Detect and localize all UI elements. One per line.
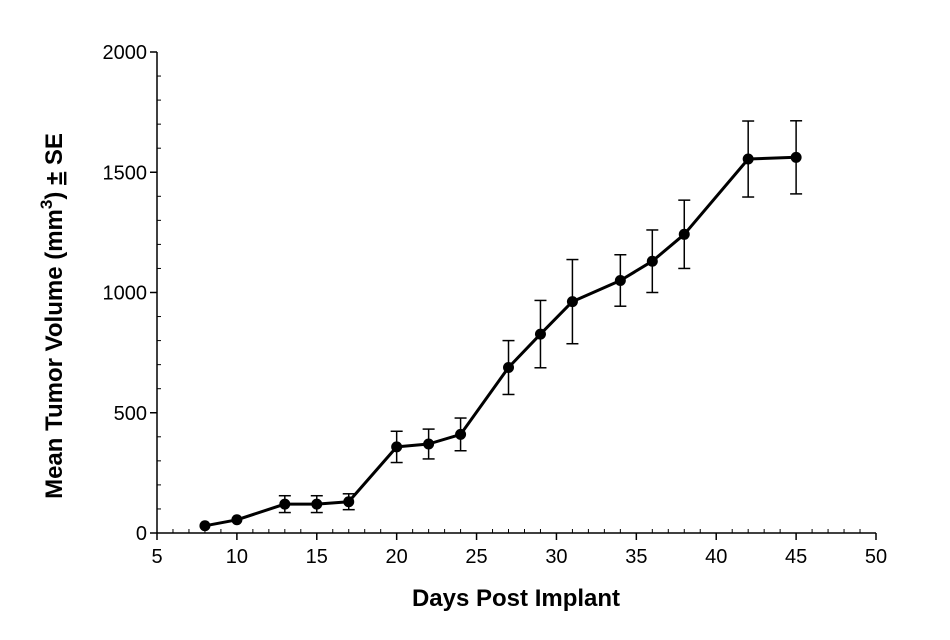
data-point: [343, 496, 355, 508]
x-tick-label: 35: [625, 546, 647, 568]
data-point: [423, 438, 435, 450]
series-line: [204, 155, 797, 528]
data-point: [646, 255, 658, 267]
y-tick-label: 0: [136, 523, 147, 545]
x-tick-label: 25: [465, 546, 487, 568]
x-tick-label: 5: [151, 546, 162, 568]
data-point: [790, 151, 802, 163]
y-axis-title-plus-minus: ±: [41, 172, 68, 185]
error-bars: [278, 120, 803, 514]
data-point: [566, 296, 578, 308]
x-tick-label: 15: [306, 546, 328, 568]
y-tick-label: 500: [114, 403, 147, 425]
x-tick-label: 20: [386, 546, 408, 568]
y-axis-title: Mean Tumor Volume (mm3) ± SE: [37, 133, 68, 499]
data-point: [199, 520, 211, 532]
x-axis-title: Days Post Implant: [412, 585, 620, 612]
data-point: [742, 153, 754, 165]
data-point: [614, 274, 626, 286]
y-axis-title-prefix: Mean Tumor Volume (mm: [41, 209, 68, 499]
data-point: [503, 362, 515, 374]
data-point: [534, 328, 546, 340]
y-tick-label: 1500: [103, 162, 148, 184]
y-tick-label: 1000: [103, 283, 148, 305]
data-point: [455, 428, 467, 440]
data-point: [279, 498, 291, 510]
x-tick-label: 10: [226, 546, 248, 568]
x-tick-label: 40: [705, 546, 727, 568]
x-tick-label: 45: [785, 546, 807, 568]
data-points: [199, 151, 802, 532]
data-point: [678, 228, 690, 240]
y-axis-title-superscript: 3: [37, 200, 56, 209]
data-point: [231, 514, 243, 526]
data-point: [311, 498, 323, 510]
series-line-group: [204, 155, 797, 528]
data-point: [391, 441, 403, 453]
y-tick-label: 2000: [103, 42, 148, 64]
x-tick-label: 30: [545, 546, 567, 568]
x-tick-label: 50: [865, 546, 887, 568]
y-axis-title-suffix: ): [41, 185, 68, 200]
y-axis-title-tail: SE: [41, 133, 68, 172]
